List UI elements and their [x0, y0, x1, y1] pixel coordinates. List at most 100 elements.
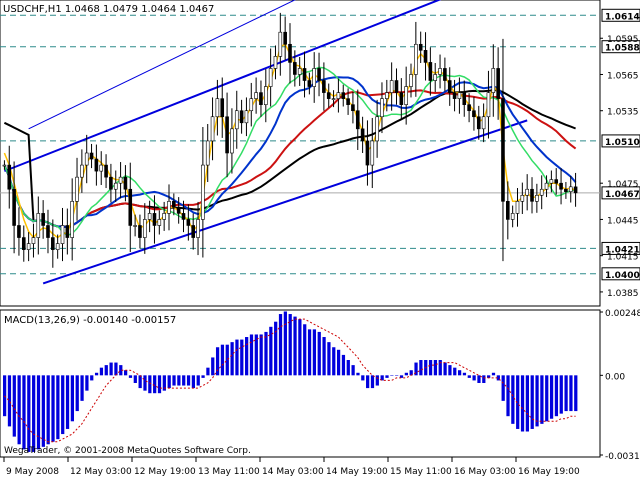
candle-body	[365, 140, 370, 166]
macd-bar	[448, 365, 452, 376]
candle-body	[404, 86, 408, 105]
macd-bar	[385, 375, 389, 378]
macd-bar	[545, 375, 549, 422]
macd-bar	[399, 375, 404, 378]
macd-bar	[472, 375, 476, 381]
macd-bar	[409, 370, 413, 376]
macd-bar	[283, 311, 287, 376]
candle-body	[491, 68, 496, 93]
level-label-box	[601, 8, 640, 22]
current-price-label: 1.0467	[605, 190, 640, 200]
candle-body	[467, 104, 471, 112]
macd-bar	[574, 375, 578, 412]
x-tick-label: 12 May 03:00	[70, 467, 132, 477]
x-tick-label: 9 May 2008	[6, 467, 59, 477]
macd-bar	[549, 375, 554, 419]
macd-bar	[211, 357, 215, 376]
x-tick-label: 15 May 11:00	[390, 467, 452, 477]
macd-bar	[414, 362, 418, 376]
macd-bar	[511, 375, 515, 424]
candle-body	[428, 62, 433, 81]
macd-bar	[274, 321, 278, 376]
candle-body	[423, 50, 428, 63]
macd-bar	[17, 375, 21, 445]
macd-bar	[230, 342, 234, 376]
macd-bar	[341, 354, 346, 376]
macd-bar	[148, 375, 152, 394]
macd-bar	[114, 362, 118, 376]
macd-bar	[254, 334, 258, 376]
candle-body	[65, 225, 70, 238]
candle-body	[443, 68, 447, 81]
macd-bar	[61, 375, 65, 435]
candle-body	[123, 176, 128, 190]
candle-body	[196, 219, 200, 238]
macd-bar	[404, 372, 408, 376]
candle-body	[326, 92, 331, 99]
macd-bar	[94, 372, 99, 376]
macd-bar	[167, 375, 171, 389]
price-panel-frame	[0, 0, 601, 307]
macd-title: MACD(13,26,9) -0.00140 -0.00157	[4, 315, 176, 326]
y-tick-label: 1.0445	[607, 216, 639, 226]
candle-body	[564, 188, 568, 192]
macd-bar	[32, 375, 36, 452]
candle-body	[322, 80, 326, 93]
macd-bar	[477, 375, 481, 383]
candle-body	[254, 92, 258, 99]
macd-bar	[51, 375, 55, 442]
candle-body	[501, 98, 505, 202]
candle-body	[147, 213, 152, 220]
candle-body	[263, 86, 268, 105]
y-tick-label: 1.0415	[607, 253, 639, 263]
macd-signal-line	[4, 318, 576, 443]
macd-bar	[366, 375, 370, 389]
candle-body	[167, 201, 171, 214]
candle-body	[438, 68, 442, 75]
candle-body	[360, 128, 365, 142]
candle-body	[142, 219, 147, 238]
candle-body	[515, 201, 520, 214]
candle-body	[26, 243, 31, 250]
level-label-box	[601, 40, 640, 54]
x-tick-label: 16 May 03:00	[454, 467, 516, 477]
candle-body	[380, 98, 384, 118]
candle-body	[389, 80, 394, 93]
candle-body	[249, 98, 254, 112]
candle-body	[89, 152, 94, 160]
candle-body	[351, 104, 355, 112]
candle-body	[94, 158, 99, 172]
macd-bar	[133, 375, 137, 383]
candle-body	[535, 194, 539, 202]
macd-bar	[336, 349, 341, 376]
macd-bar	[462, 372, 467, 376]
macd-bar	[317, 331, 321, 376]
current-price-box	[601, 186, 640, 200]
macd-bar	[264, 331, 268, 376]
level-label: 1.0421	[605, 245, 640, 255]
macd-bar	[201, 375, 205, 378]
macd-bar	[312, 329, 317, 376]
macd-bar	[240, 339, 244, 376]
macd-bar	[22, 375, 26, 450]
candle-body	[55, 243, 60, 250]
candle-body	[568, 186, 573, 192]
candle-body	[104, 164, 108, 178]
macd-bar	[109, 362, 113, 376]
macd-bar	[491, 372, 496, 376]
y-tick-label: 1.0535	[607, 108, 639, 118]
price-axis: 1.0614 1.0588 1.0510 1.0421 1.0400 1.0467 1.05…	[600, 8, 640, 299]
candle-body	[283, 31, 287, 45]
candle-body	[278, 31, 283, 57]
candle-body	[244, 110, 249, 124]
level-label: 1.0614	[605, 12, 640, 22]
candle-body	[293, 62, 297, 75]
candle-body	[549, 179, 554, 184]
candle-body	[414, 43, 418, 75]
candle-body	[457, 92, 462, 99]
macd-bar	[307, 329, 312, 376]
candle-body	[510, 213, 515, 220]
macd-bar	[90, 375, 94, 381]
level-label-box	[601, 241, 640, 255]
candle-body	[60, 225, 65, 244]
